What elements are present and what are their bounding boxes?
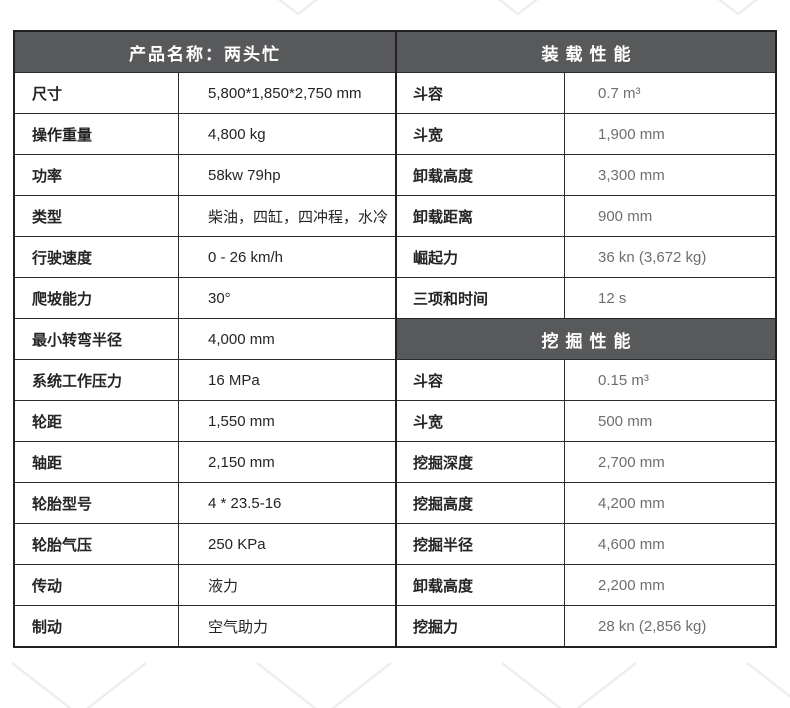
spec-row-tire-pressure: 轮胎气压 250 KPa xyxy=(15,523,395,564)
spec-value: 4,000 mm xyxy=(208,330,275,348)
spec-row-dump-distance: 卸载距离 900 mm xyxy=(397,195,775,236)
spec-row-breakout-force: 崛起力 36 kn (3,672 kg) xyxy=(397,236,775,277)
spec-label: 类型 xyxy=(15,196,179,236)
spec-value: 36 kn (3,672 kg) xyxy=(598,248,707,266)
spec-row-system-pressure: 系统工作压力 16 MPa xyxy=(15,359,395,400)
spec-value: 空气助力 xyxy=(208,618,269,636)
spec-row-travel-speed: 行驶速度 0 - 26 km/h xyxy=(15,236,395,277)
spec-value: 2,200 mm xyxy=(598,576,665,594)
spec-row-gradeability: 爬坡能力 30° xyxy=(15,277,395,318)
spec-row-bucket-capacity: 斗容 0.7 m³ xyxy=(397,72,775,113)
spec-label: 功率 xyxy=(15,155,179,195)
spec-row-dig-bucket-width: 斗宽 500 mm xyxy=(397,400,775,441)
spec-label: 轮胎气压 xyxy=(15,524,179,564)
spec-row-dig-radius: 挖掘半径 4,600 mm xyxy=(397,523,775,564)
spec-row-dig-dump-height: 卸载高度 2,200 mm xyxy=(397,564,775,605)
spec-value: 12 s xyxy=(598,289,627,307)
spec-value: 4,200 mm xyxy=(598,494,665,512)
spec-value: 58kw 79hp xyxy=(208,166,281,184)
spec-label: 斗容 xyxy=(397,73,565,113)
spec-label: 系统工作压力 xyxy=(15,360,179,400)
spec-row-tire-model: 轮胎型号 4 * 23.5-16 xyxy=(15,482,395,523)
spec-value: 柴油，四缸，四冲程，水冷 xyxy=(208,208,389,226)
spec-value: 3,300 mm xyxy=(598,166,665,184)
spec-value: 1,900 mm xyxy=(598,125,665,143)
spec-row-brake: 制动 空气助力 xyxy=(15,605,395,646)
spec-row-min-turning-radius: 最小转弯半径 4,000 mm xyxy=(15,318,395,359)
spec-row-wheelbase: 轴距 2,150 mm xyxy=(15,441,395,482)
spec-row-bucket-width: 斗宽 1,900 mm xyxy=(397,113,775,154)
spec-value: 4,600 mm xyxy=(598,535,665,553)
spec-label: 卸载距离 xyxy=(397,196,565,236)
spec-value: 28 kn (2,856 kg) xyxy=(598,617,707,635)
spec-label: 卸载高度 xyxy=(397,155,565,195)
spec-value: 4 * 23.5-16 xyxy=(208,494,282,512)
spec-value: 2,150 mm xyxy=(208,453,275,471)
spec-value: 1,550 mm xyxy=(208,412,275,430)
spec-label: 挖掘深度 xyxy=(397,442,565,482)
spec-value: 500 mm xyxy=(598,412,653,430)
spec-label: 最小转弯半径 xyxy=(15,319,179,359)
spec-row-dig-bucket-capacity: 斗容 0.15 m³ xyxy=(397,359,775,400)
spec-value: 2,700 mm xyxy=(598,453,665,471)
loading-performance-header: 装载性能 xyxy=(397,32,775,72)
spec-row-dig-force: 挖掘力 28 kn (2,856 kg) xyxy=(397,605,775,646)
spec-label: 三项和时间 xyxy=(397,278,565,318)
spec-label: 挖掘半径 xyxy=(397,524,565,564)
spec-row-engine-type: 类型 柴油，四缸，四冲程，水冷 xyxy=(15,195,395,236)
spec-row-dimensions: 尺寸 5,800*1,850*2,750 mm xyxy=(15,72,395,113)
spec-label: 挖掘高度 xyxy=(397,483,565,523)
spec-value: 0 - 26 km/h xyxy=(208,248,284,266)
spec-row-dump-height: 卸载高度 3,300 mm xyxy=(397,154,775,195)
spec-row-operating-weight: 操作重量 4,800 kg xyxy=(15,113,395,154)
spec-label: 挖掘力 xyxy=(397,606,565,646)
spec-label: 斗宽 xyxy=(397,114,565,154)
spec-label: 轮胎型号 xyxy=(15,483,179,523)
spec-label: 制动 xyxy=(15,606,179,646)
spec-value: 900 mm xyxy=(598,207,653,225)
spec-label: 爬坡能力 xyxy=(15,278,179,318)
spec-label: 轴距 xyxy=(15,442,179,482)
spec-value: 16 MPa xyxy=(208,371,260,389)
digging-performance-header: 挖掘性能 xyxy=(397,318,775,359)
spec-label: 斗宽 xyxy=(397,401,565,441)
product-spec-table: 产品名称：两头忙 尺寸 5,800*1,850*2,750 mm 操作重量 4,… xyxy=(13,30,777,648)
spec-label: 卸载高度 xyxy=(397,565,565,605)
spec-value: 0.7 m³ xyxy=(598,84,641,102)
spec-value: 5,800*1,850*2,750 mm xyxy=(208,84,362,102)
spec-label: 尺寸 xyxy=(15,73,179,113)
spec-row-power: 功率 58kw 79hp xyxy=(15,154,395,195)
spec-value: 250 KPa xyxy=(208,535,266,553)
general-specs-section: 产品名称：两头忙 尺寸 5,800*1,850*2,750 mm 操作重量 4,… xyxy=(15,32,395,646)
spec-row-dig-height: 挖掘高度 4,200 mm xyxy=(397,482,775,523)
spec-value: 30° xyxy=(208,289,231,307)
spec-label: 轮距 xyxy=(15,401,179,441)
spec-label: 操作重量 xyxy=(15,114,179,154)
performance-section: 装载性能 斗容 0.7 m³ 斗宽 1,900 mm 卸载高度 3,300 mm… xyxy=(395,32,775,646)
spec-label: 行驶速度 xyxy=(15,237,179,277)
spec-value: 4,800 kg xyxy=(208,125,266,143)
spec-label: 传动 xyxy=(15,565,179,605)
spec-row-dig-depth: 挖掘深度 2,700 mm xyxy=(397,441,775,482)
spec-row-wheel-track: 轮距 1,550 mm xyxy=(15,400,395,441)
spec-value: 液力 xyxy=(208,577,239,595)
spec-row-transmission: 传动 液力 xyxy=(15,564,395,605)
product-name-header: 产品名称：两头忙 xyxy=(15,32,395,72)
spec-row-cycle-time: 三项和时间 12 s xyxy=(397,277,775,318)
spec-label: 崛起力 xyxy=(397,237,565,277)
spec-label: 斗容 xyxy=(397,360,565,400)
spec-value: 0.15 m³ xyxy=(598,371,649,389)
